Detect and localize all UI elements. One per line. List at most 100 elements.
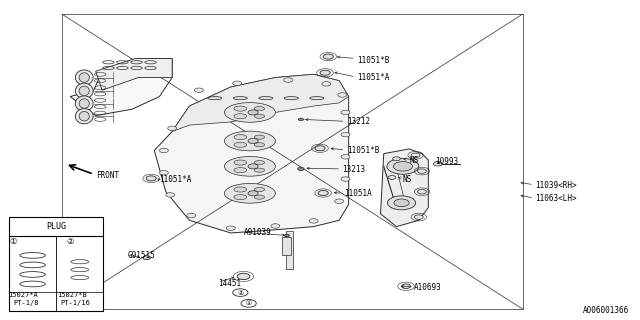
Circle shape [341,110,350,115]
Circle shape [335,199,344,204]
Circle shape [227,226,236,230]
Text: 14451: 14451 [218,279,241,288]
Circle shape [298,118,303,121]
Circle shape [387,158,419,174]
Circle shape [284,234,289,237]
Text: ②: ② [237,290,243,296]
Polygon shape [172,74,349,132]
Ellipse shape [254,188,264,192]
Circle shape [248,164,258,169]
Circle shape [195,88,204,92]
Ellipse shape [79,86,90,96]
Ellipse shape [284,97,298,100]
Polygon shape [70,59,172,116]
Text: 13213: 13213 [342,165,365,174]
Ellipse shape [234,106,246,111]
Ellipse shape [79,73,90,82]
Circle shape [341,177,350,181]
Circle shape [187,213,196,218]
Text: ①: ① [246,300,252,306]
Bar [285,231,293,269]
Ellipse shape [234,142,246,147]
Circle shape [338,93,347,97]
Ellipse shape [234,187,246,192]
Text: NS: NS [409,156,419,164]
Text: 11051*B: 11051*B [347,146,379,155]
Text: 15027*B: 15027*B [58,292,87,299]
Ellipse shape [234,160,246,165]
Ellipse shape [254,143,264,147]
Text: A91039: A91039 [244,228,271,237]
Ellipse shape [79,99,90,108]
Text: 11051A: 11051A [344,189,372,198]
Circle shape [166,193,175,197]
Text: A10693: A10693 [414,283,442,292]
Text: G91515: G91515 [127,251,156,260]
Text: PT-1/16: PT-1/16 [61,300,90,306]
Text: 15027*A: 15027*A [8,292,38,299]
Text: 13212: 13212 [347,117,370,126]
Text: 11039<RH>: 11039<RH> [536,181,577,190]
Circle shape [411,153,420,157]
Circle shape [318,190,328,196]
Circle shape [271,224,280,228]
Ellipse shape [225,156,275,176]
Ellipse shape [234,168,246,173]
Circle shape [323,54,333,59]
Text: 11051*A: 11051*A [357,73,389,82]
Ellipse shape [225,103,275,122]
Circle shape [394,162,412,171]
Ellipse shape [310,97,324,100]
Text: PLUG: PLUG [46,222,66,231]
Circle shape [433,162,442,166]
Circle shape [248,191,258,196]
Circle shape [315,146,325,151]
Ellipse shape [254,168,264,172]
Text: FRONT: FRONT [96,172,119,180]
Ellipse shape [254,107,264,111]
Circle shape [248,139,258,143]
Circle shape [233,81,242,85]
Circle shape [401,284,410,288]
Circle shape [168,126,177,131]
Ellipse shape [234,135,246,140]
Ellipse shape [234,114,246,119]
Ellipse shape [76,70,93,85]
Bar [9,217,103,311]
Ellipse shape [259,97,273,100]
Ellipse shape [254,160,264,164]
Text: NS: NS [403,174,412,184]
Circle shape [309,219,318,223]
Circle shape [159,148,168,153]
Ellipse shape [254,195,264,199]
Polygon shape [154,74,349,233]
Circle shape [393,157,400,161]
Text: ①: ① [10,237,17,246]
Circle shape [146,176,156,181]
Ellipse shape [225,183,275,203]
Circle shape [322,82,331,86]
Ellipse shape [234,195,246,200]
Text: ②: ② [67,237,74,246]
Ellipse shape [234,97,247,100]
Ellipse shape [254,114,264,118]
Circle shape [388,196,415,210]
Circle shape [159,171,168,175]
Circle shape [394,199,409,207]
Circle shape [237,273,250,280]
Ellipse shape [76,96,93,111]
Circle shape [341,132,350,137]
Text: 11063<LH>: 11063<LH> [536,194,577,203]
Circle shape [417,189,426,194]
Circle shape [388,176,396,179]
Text: 10993: 10993 [435,157,458,166]
Ellipse shape [76,108,93,124]
Circle shape [417,169,426,173]
Text: A006001366: A006001366 [583,306,629,315]
Ellipse shape [79,111,90,121]
Circle shape [320,70,330,75]
Ellipse shape [225,131,275,151]
Circle shape [143,256,150,260]
Bar [282,237,291,255]
Circle shape [298,167,304,171]
